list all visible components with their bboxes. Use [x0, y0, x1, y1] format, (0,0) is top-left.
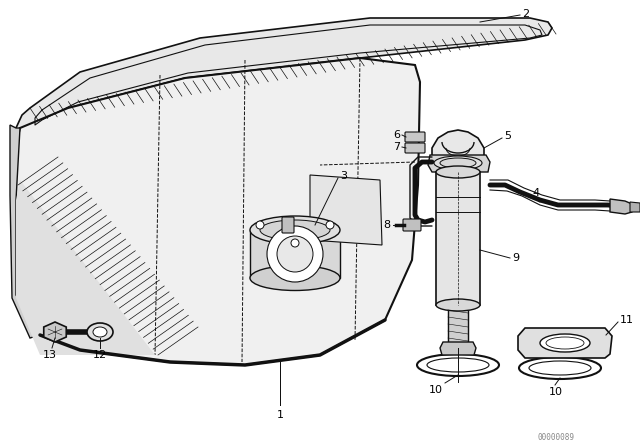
Polygon shape — [436, 172, 480, 305]
Text: 9: 9 — [512, 253, 519, 263]
Ellipse shape — [417, 354, 499, 376]
Polygon shape — [16, 18, 552, 135]
Text: 11: 11 — [620, 315, 634, 325]
Polygon shape — [10, 125, 40, 338]
Circle shape — [291, 239, 299, 247]
Polygon shape — [432, 130, 484, 174]
Ellipse shape — [87, 323, 113, 341]
Ellipse shape — [250, 266, 340, 290]
Polygon shape — [250, 230, 340, 278]
Text: 12: 12 — [93, 350, 107, 360]
Polygon shape — [610, 199, 635, 214]
Circle shape — [267, 226, 323, 282]
Ellipse shape — [250, 216, 340, 244]
Ellipse shape — [519, 357, 601, 379]
Ellipse shape — [434, 156, 482, 170]
Ellipse shape — [440, 158, 476, 168]
FancyBboxPatch shape — [282, 217, 294, 233]
Polygon shape — [16, 180, 155, 355]
Text: 5: 5 — [504, 131, 511, 141]
Text: 8: 8 — [383, 220, 390, 230]
Polygon shape — [310, 175, 382, 245]
Ellipse shape — [427, 358, 489, 372]
Circle shape — [256, 221, 264, 229]
Polygon shape — [440, 342, 476, 355]
Text: 1: 1 — [276, 410, 284, 420]
Circle shape — [277, 236, 313, 272]
Polygon shape — [630, 202, 640, 212]
Ellipse shape — [436, 299, 480, 311]
Polygon shape — [428, 155, 490, 172]
Text: 3: 3 — [340, 171, 347, 181]
Ellipse shape — [260, 220, 330, 240]
Polygon shape — [518, 328, 612, 358]
Ellipse shape — [546, 337, 584, 349]
Ellipse shape — [540, 334, 590, 352]
Circle shape — [326, 221, 334, 229]
Text: 10: 10 — [549, 387, 563, 397]
Polygon shape — [16, 58, 420, 365]
Text: 2: 2 — [522, 9, 529, 19]
Polygon shape — [44, 322, 67, 342]
Text: 7: 7 — [393, 142, 400, 152]
Ellipse shape — [93, 327, 107, 337]
Ellipse shape — [529, 361, 591, 375]
Ellipse shape — [436, 166, 480, 178]
FancyBboxPatch shape — [405, 132, 425, 142]
Text: 6: 6 — [393, 130, 400, 140]
Text: 10: 10 — [429, 385, 443, 395]
FancyBboxPatch shape — [405, 143, 425, 153]
Text: 00000089: 00000089 — [538, 434, 575, 443]
Text: 4: 4 — [532, 188, 539, 198]
FancyBboxPatch shape — [403, 219, 421, 231]
Polygon shape — [448, 305, 468, 345]
Text: 13: 13 — [43, 350, 57, 360]
